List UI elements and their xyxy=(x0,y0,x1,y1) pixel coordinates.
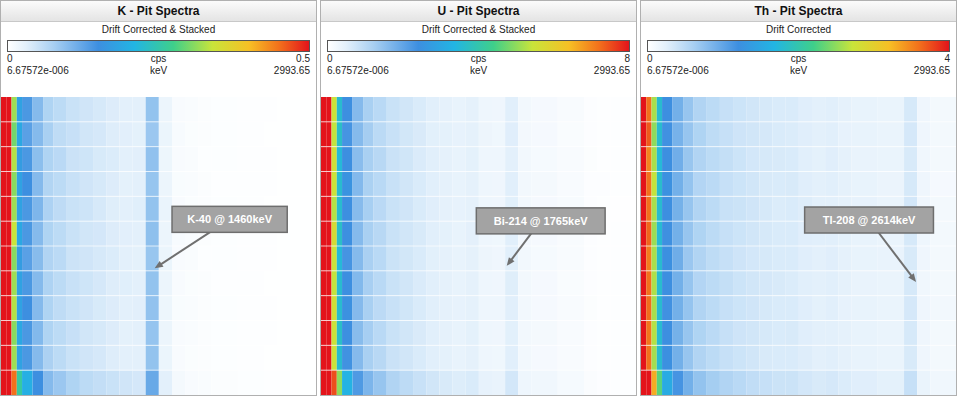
html-text:2993.65: 2993.65 xyxy=(593,65,630,76)
html-text:Drift Corrected & Stacked: Drift Corrected & Stacked xyxy=(101,24,216,35)
svg-text:K-40 @ 1460keV: K-40 @ 1460keV xyxy=(187,213,272,225)
html-text:0: 0 xyxy=(327,53,333,64)
svg-text:Tl-208 @ 2614keV: Tl-208 @ 2614keV xyxy=(823,214,916,226)
html-text:keV: keV xyxy=(149,65,168,76)
html-text:keV: keV xyxy=(789,65,808,76)
html-text:6.67572e-006: 6.67572e-006 xyxy=(7,65,69,76)
html-text:cps: cps xyxy=(470,53,487,64)
html-text:Drift Corrected & Stacked: Drift Corrected & Stacked xyxy=(421,24,536,35)
html-text:K - Pit Spectra: K - Pit Spectra xyxy=(117,4,200,18)
html-text:6.67572e-006: 6.67572e-006 xyxy=(647,65,709,76)
html-text:Th - Pit Spectra: Th - Pit Spectra xyxy=(754,4,843,18)
html-text:U - Pit Spectra: U - Pit Spectra xyxy=(437,4,520,18)
html-text:cps: cps xyxy=(790,53,807,64)
html-text:6.67572e-006: 6.67572e-006 xyxy=(327,65,389,76)
html-text:0: 0 xyxy=(7,53,13,64)
html-text:2993.65: 2993.65 xyxy=(913,65,950,76)
html-text:0.5: 0.5 xyxy=(296,53,310,64)
html-text:4: 4 xyxy=(944,53,950,64)
html-text:cps: cps xyxy=(150,53,167,64)
html-text:Drift Corrected: Drift Corrected xyxy=(766,24,831,35)
svg-text:Bi-214 @ 1765keV: Bi-214 @ 1765keV xyxy=(494,215,589,227)
html-text:keV: keV xyxy=(469,65,488,76)
html-text:2993.65: 2993.65 xyxy=(273,65,310,76)
html-text:0: 0 xyxy=(647,53,653,64)
html-text:8: 8 xyxy=(624,53,630,64)
